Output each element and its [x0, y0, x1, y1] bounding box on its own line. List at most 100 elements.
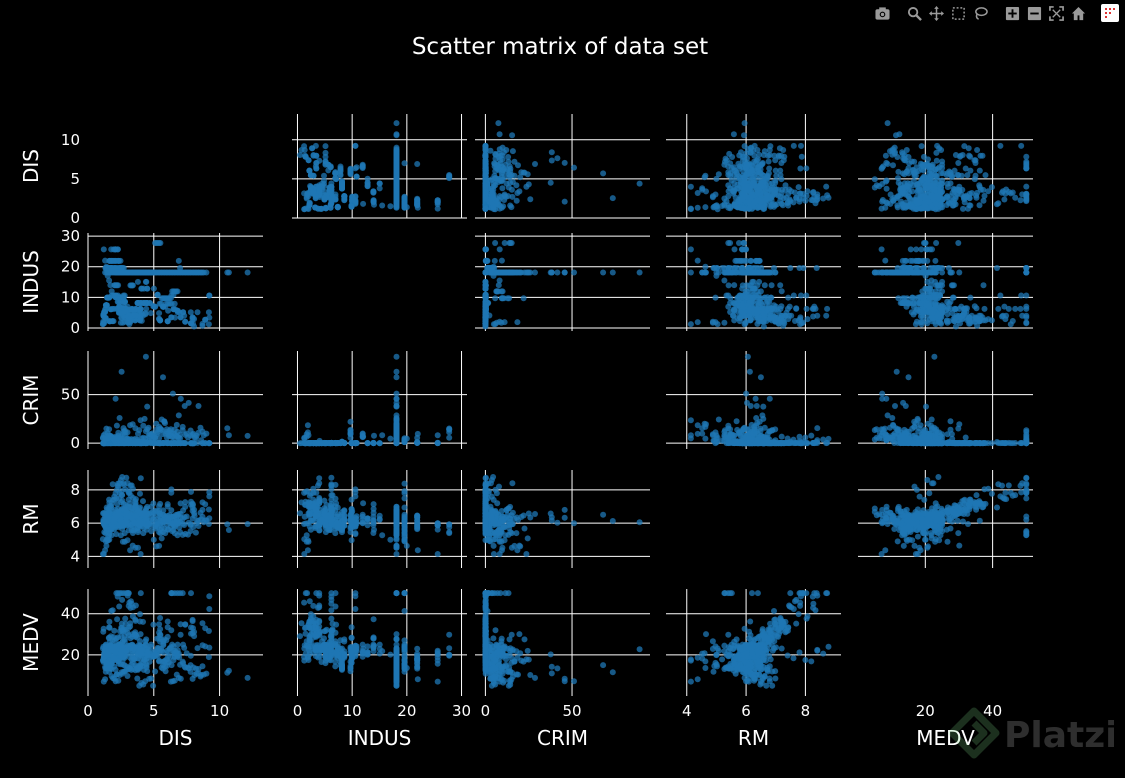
- data-point: [490, 272, 497, 279]
- autoscale-icon[interactable]: [1045, 2, 1067, 24]
- data-point: [482, 206, 489, 212]
- data-point: [883, 159, 890, 166]
- data-point: [937, 282, 944, 289]
- data-point: [721, 319, 728, 326]
- data-point: [108, 246, 115, 253]
- data-point: [514, 319, 521, 326]
- data-point: [814, 312, 821, 319]
- data-point: [393, 131, 400, 138]
- data-point: [116, 415, 123, 421]
- data-point: [933, 269, 940, 276]
- data-point: [503, 147, 510, 153]
- data-point: [939, 302, 946, 309]
- data-point: [152, 303, 159, 310]
- data-point: [939, 158, 946, 165]
- data-point: [195, 403, 202, 409]
- data-point: [161, 418, 168, 425]
- data-point: [900, 155, 907, 162]
- data-point: [972, 172, 979, 179]
- data-point: [600, 170, 607, 177]
- data-point: [1023, 292, 1030, 299]
- data-point: [348, 203, 355, 210]
- data-point: [352, 193, 359, 200]
- points-indus-vs-rm: [687, 240, 831, 330]
- data-point: [726, 150, 733, 157]
- data-point: [115, 292, 122, 299]
- data-point: [532, 269, 538, 276]
- data-point: [772, 269, 779, 276]
- data-point: [721, 195, 728, 202]
- data-point: [757, 162, 764, 169]
- data-point: [793, 305, 800, 312]
- data-point: [779, 186, 785, 193]
- data-point: [988, 317, 995, 324]
- data-point: [963, 192, 970, 199]
- data-point: [180, 309, 187, 316]
- data-point: [104, 294, 111, 301]
- camera-icon[interactable]: [871, 2, 893, 24]
- data-point: [165, 307, 172, 314]
- zoom-out-icon[interactable]: [1023, 2, 1045, 24]
- data-point: [313, 165, 320, 172]
- data-point: [150, 285, 157, 292]
- data-point: [687, 205, 694, 212]
- data-point: [892, 149, 898, 156]
- data-point: [143, 305, 150, 312]
- data-point: [387, 203, 394, 210]
- data-point: [118, 368, 125, 375]
- data-point: [760, 318, 767, 325]
- data-point: [918, 143, 925, 150]
- data-point: [337, 166, 344, 173]
- data-point: [906, 265, 913, 271]
- data-point: [140, 440, 147, 447]
- data-point: [157, 240, 164, 246]
- data-point: [511, 158, 518, 165]
- data-point: [878, 246, 885, 253]
- data-point: [798, 142, 804, 149]
- lasso-select-icon[interactable]: [969, 2, 991, 24]
- data-point: [393, 175, 400, 182]
- plotly-logo-icon[interactable]: [1101, 4, 1119, 22]
- data-point: [316, 188, 323, 195]
- data-point: [949, 202, 956, 209]
- data-point: [359, 161, 366, 168]
- data-point: [727, 309, 734, 315]
- data-point: [173, 421, 180, 428]
- points-dis-vs-crim: [482, 120, 643, 213]
- data-point: [731, 201, 738, 208]
- zoom-in-icon[interactable]: [1001, 2, 1023, 24]
- data-point: [772, 157, 779, 164]
- data-point: [900, 263, 907, 270]
- data-point: [1023, 183, 1030, 190]
- data-point: [305, 157, 312, 164]
- data-point: [779, 318, 786, 325]
- data-point: [103, 263, 110, 270]
- data-point: [730, 188, 736, 195]
- data-point: [895, 295, 902, 302]
- data-point: [883, 269, 890, 276]
- data-point: [316, 182, 323, 189]
- data-point: [934, 295, 941, 302]
- data-point: [571, 164, 577, 171]
- data-point: [824, 305, 831, 312]
- reset-axes-icon[interactable]: [1067, 2, 1089, 24]
- data-point: [561, 269, 568, 276]
- data-point: [955, 240, 962, 246]
- data-point: [883, 185, 890, 192]
- data-point: [147, 310, 154, 317]
- box-select-icon[interactable]: [947, 2, 969, 24]
- pan-icon[interactable]: [925, 2, 947, 24]
- data-point: [1023, 319, 1030, 326]
- zoom-icon[interactable]: [903, 2, 925, 24]
- data-point: [967, 294, 974, 301]
- data-point: [768, 282, 775, 289]
- data-point: [482, 172, 489, 179]
- data-point: [334, 440, 341, 447]
- data-point: [956, 188, 963, 195]
- data-point: [883, 199, 890, 206]
- data-point: [687, 269, 694, 276]
- points-indus-vs-dis: [99, 240, 251, 330]
- data-point: [736, 295, 743, 302]
- data-point: [694, 204, 701, 211]
- data-point: [713, 272, 720, 279]
